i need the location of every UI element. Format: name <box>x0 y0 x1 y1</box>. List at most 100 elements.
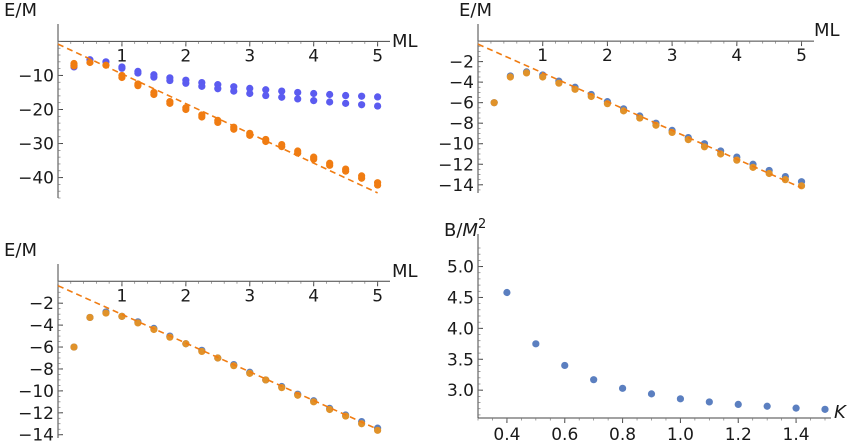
data-point <box>262 86 270 94</box>
x-axis-label: ML <box>392 31 418 52</box>
y-tick-label: −10 <box>18 382 54 402</box>
data-point <box>326 98 334 106</box>
x-tick-label: 5 <box>796 46 807 66</box>
x-tick-label: 1 <box>537 46 548 66</box>
y-axis-label: E/M <box>4 240 37 261</box>
data-point <box>358 174 366 182</box>
data-point <box>294 88 302 97</box>
data-point <box>214 118 222 127</box>
data-point <box>198 113 206 121</box>
data-point <box>506 73 514 81</box>
y-tick-label: 4.0 <box>447 319 474 339</box>
data-point <box>230 87 238 95</box>
data-point <box>374 426 382 434</box>
x-tick-label: 3 <box>244 46 255 66</box>
data-point <box>278 93 286 101</box>
x-tick-label: 1.4 <box>783 425 810 445</box>
chart-panel-top-right: 1 2 3 4 5 −2−4−6−8−10−12−14 E/M ML <box>438 0 839 196</box>
data-point <box>102 309 110 317</box>
data-point <box>749 163 757 171</box>
x-axis-label: ML <box>814 20 840 41</box>
x-tick-label: 1 <box>117 286 128 306</box>
fit-line <box>477 43 802 189</box>
y-tick-label: −40 <box>18 169 54 189</box>
data-point <box>310 398 318 406</box>
data-point <box>561 361 569 370</box>
data-point <box>86 58 94 67</box>
x-tick-label: 0.8 <box>609 425 636 445</box>
data-point <box>342 167 350 175</box>
x-tick-label: 2 <box>180 46 191 66</box>
y-tick-label: −12 <box>438 155 474 175</box>
data-point <box>792 404 800 412</box>
y-tick-label: −30 <box>18 135 54 155</box>
y-tick-label: −10 <box>438 135 474 155</box>
data-point <box>590 376 598 384</box>
data-point <box>246 89 254 98</box>
data-point <box>278 142 286 151</box>
y-tick-label: −12 <box>18 404 54 424</box>
y-tick-label: −8 <box>449 114 474 134</box>
data-point <box>86 313 94 322</box>
data-point <box>246 369 254 377</box>
data-point <box>734 400 742 408</box>
data-point <box>70 343 78 351</box>
data-point <box>684 136 692 144</box>
x-tick-label: 5 <box>372 46 383 66</box>
x-tick-label: 1.2 <box>725 425 752 445</box>
data-point <box>374 93 382 101</box>
data-point <box>532 340 540 348</box>
fit-line <box>57 284 378 430</box>
chart-panel-bottom-right: 0.4 0.6 0.8 1.0 1.2 1.4 3.0 3.5 4.0 4.5 5.0 B/M2 K <box>444 217 847 445</box>
data-point <box>150 73 158 81</box>
data-point <box>70 62 78 70</box>
data-point <box>310 89 318 98</box>
data-point <box>118 73 126 82</box>
x-tick-label: 4 <box>308 286 319 306</box>
fit-line <box>57 43 378 194</box>
data-point <box>700 143 709 151</box>
data-point <box>358 92 366 100</box>
data-point <box>262 91 270 100</box>
x-tick-label: 2 <box>602 46 613 66</box>
y-tick-label: −2 <box>449 53 474 73</box>
x-tick-label: 3 <box>667 46 678 66</box>
y-tick-label: −8 <box>29 360 54 380</box>
data-point <box>230 125 238 133</box>
data-point <box>182 105 190 114</box>
data-point <box>652 121 660 129</box>
y-tick-label: −10 <box>18 66 54 86</box>
data-point <box>262 137 270 146</box>
data-point <box>326 90 334 99</box>
data-point <box>214 85 222 93</box>
chart-panel-top-left: 1 2 3 4 5 −10 −20 −30 −40 E/M ML <box>4 0 418 199</box>
data-point <box>326 405 334 414</box>
data-point <box>763 402 771 410</box>
y-axis-label: B/M2 <box>444 217 486 241</box>
y-tick-label: 4.5 <box>447 288 474 308</box>
y-tick-label: −4 <box>29 316 54 336</box>
data-point <box>490 99 498 107</box>
x-tick-label: 1.0 <box>667 425 694 445</box>
data-point <box>618 384 627 392</box>
x-tick-label: 4 <box>308 46 319 66</box>
data-point <box>797 182 806 190</box>
data-point <box>310 97 318 105</box>
x-tick-label: 3 <box>244 286 255 306</box>
data-point <box>571 85 579 93</box>
data-point <box>166 76 174 85</box>
y-tick-label: 3.0 <box>447 381 474 401</box>
data-point <box>503 288 511 297</box>
chart-panel-bottom-left: 1 2 3 4 5 −2−4−6−8−10−12−14 E/M ML <box>4 240 418 446</box>
data-point <box>150 90 158 99</box>
x-tick-label: 0.6 <box>551 425 578 445</box>
x-tick-label: 4 <box>731 46 742 66</box>
x-tick-label: 5 <box>372 286 383 306</box>
data-point <box>326 161 334 169</box>
data-point <box>374 181 382 189</box>
x-axis-label: ML <box>392 261 418 282</box>
x-tick-label: 1 <box>117 46 128 66</box>
data-point <box>134 82 142 90</box>
